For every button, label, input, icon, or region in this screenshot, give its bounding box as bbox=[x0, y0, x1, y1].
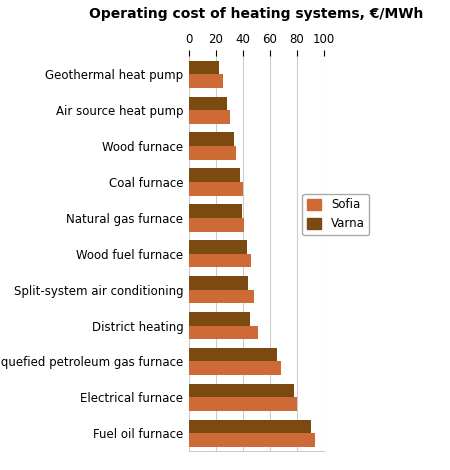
Bar bbox=[189, 110, 230, 124]
Bar bbox=[189, 168, 240, 182]
Bar bbox=[189, 384, 294, 397]
Title: Operating cost of heating systems, €/MWh: Operating cost of heating systems, €/MWh bbox=[89, 7, 424, 21]
Bar bbox=[189, 146, 236, 160]
Bar bbox=[189, 97, 227, 110]
Bar bbox=[189, 254, 251, 267]
Bar bbox=[189, 61, 219, 74]
Bar bbox=[189, 133, 234, 146]
Bar bbox=[189, 74, 223, 88]
Bar bbox=[189, 326, 258, 339]
Bar bbox=[189, 182, 243, 196]
Bar bbox=[189, 312, 250, 326]
Bar bbox=[189, 290, 254, 303]
Bar bbox=[189, 361, 281, 375]
Bar bbox=[189, 240, 247, 254]
Bar bbox=[189, 218, 244, 232]
Bar bbox=[189, 397, 297, 411]
Legend: Sofia, Varna: Sofia, Varna bbox=[302, 194, 369, 235]
Bar bbox=[189, 420, 310, 433]
Bar bbox=[189, 204, 242, 218]
Bar bbox=[189, 276, 248, 290]
Bar bbox=[189, 348, 277, 361]
Bar bbox=[189, 433, 315, 447]
